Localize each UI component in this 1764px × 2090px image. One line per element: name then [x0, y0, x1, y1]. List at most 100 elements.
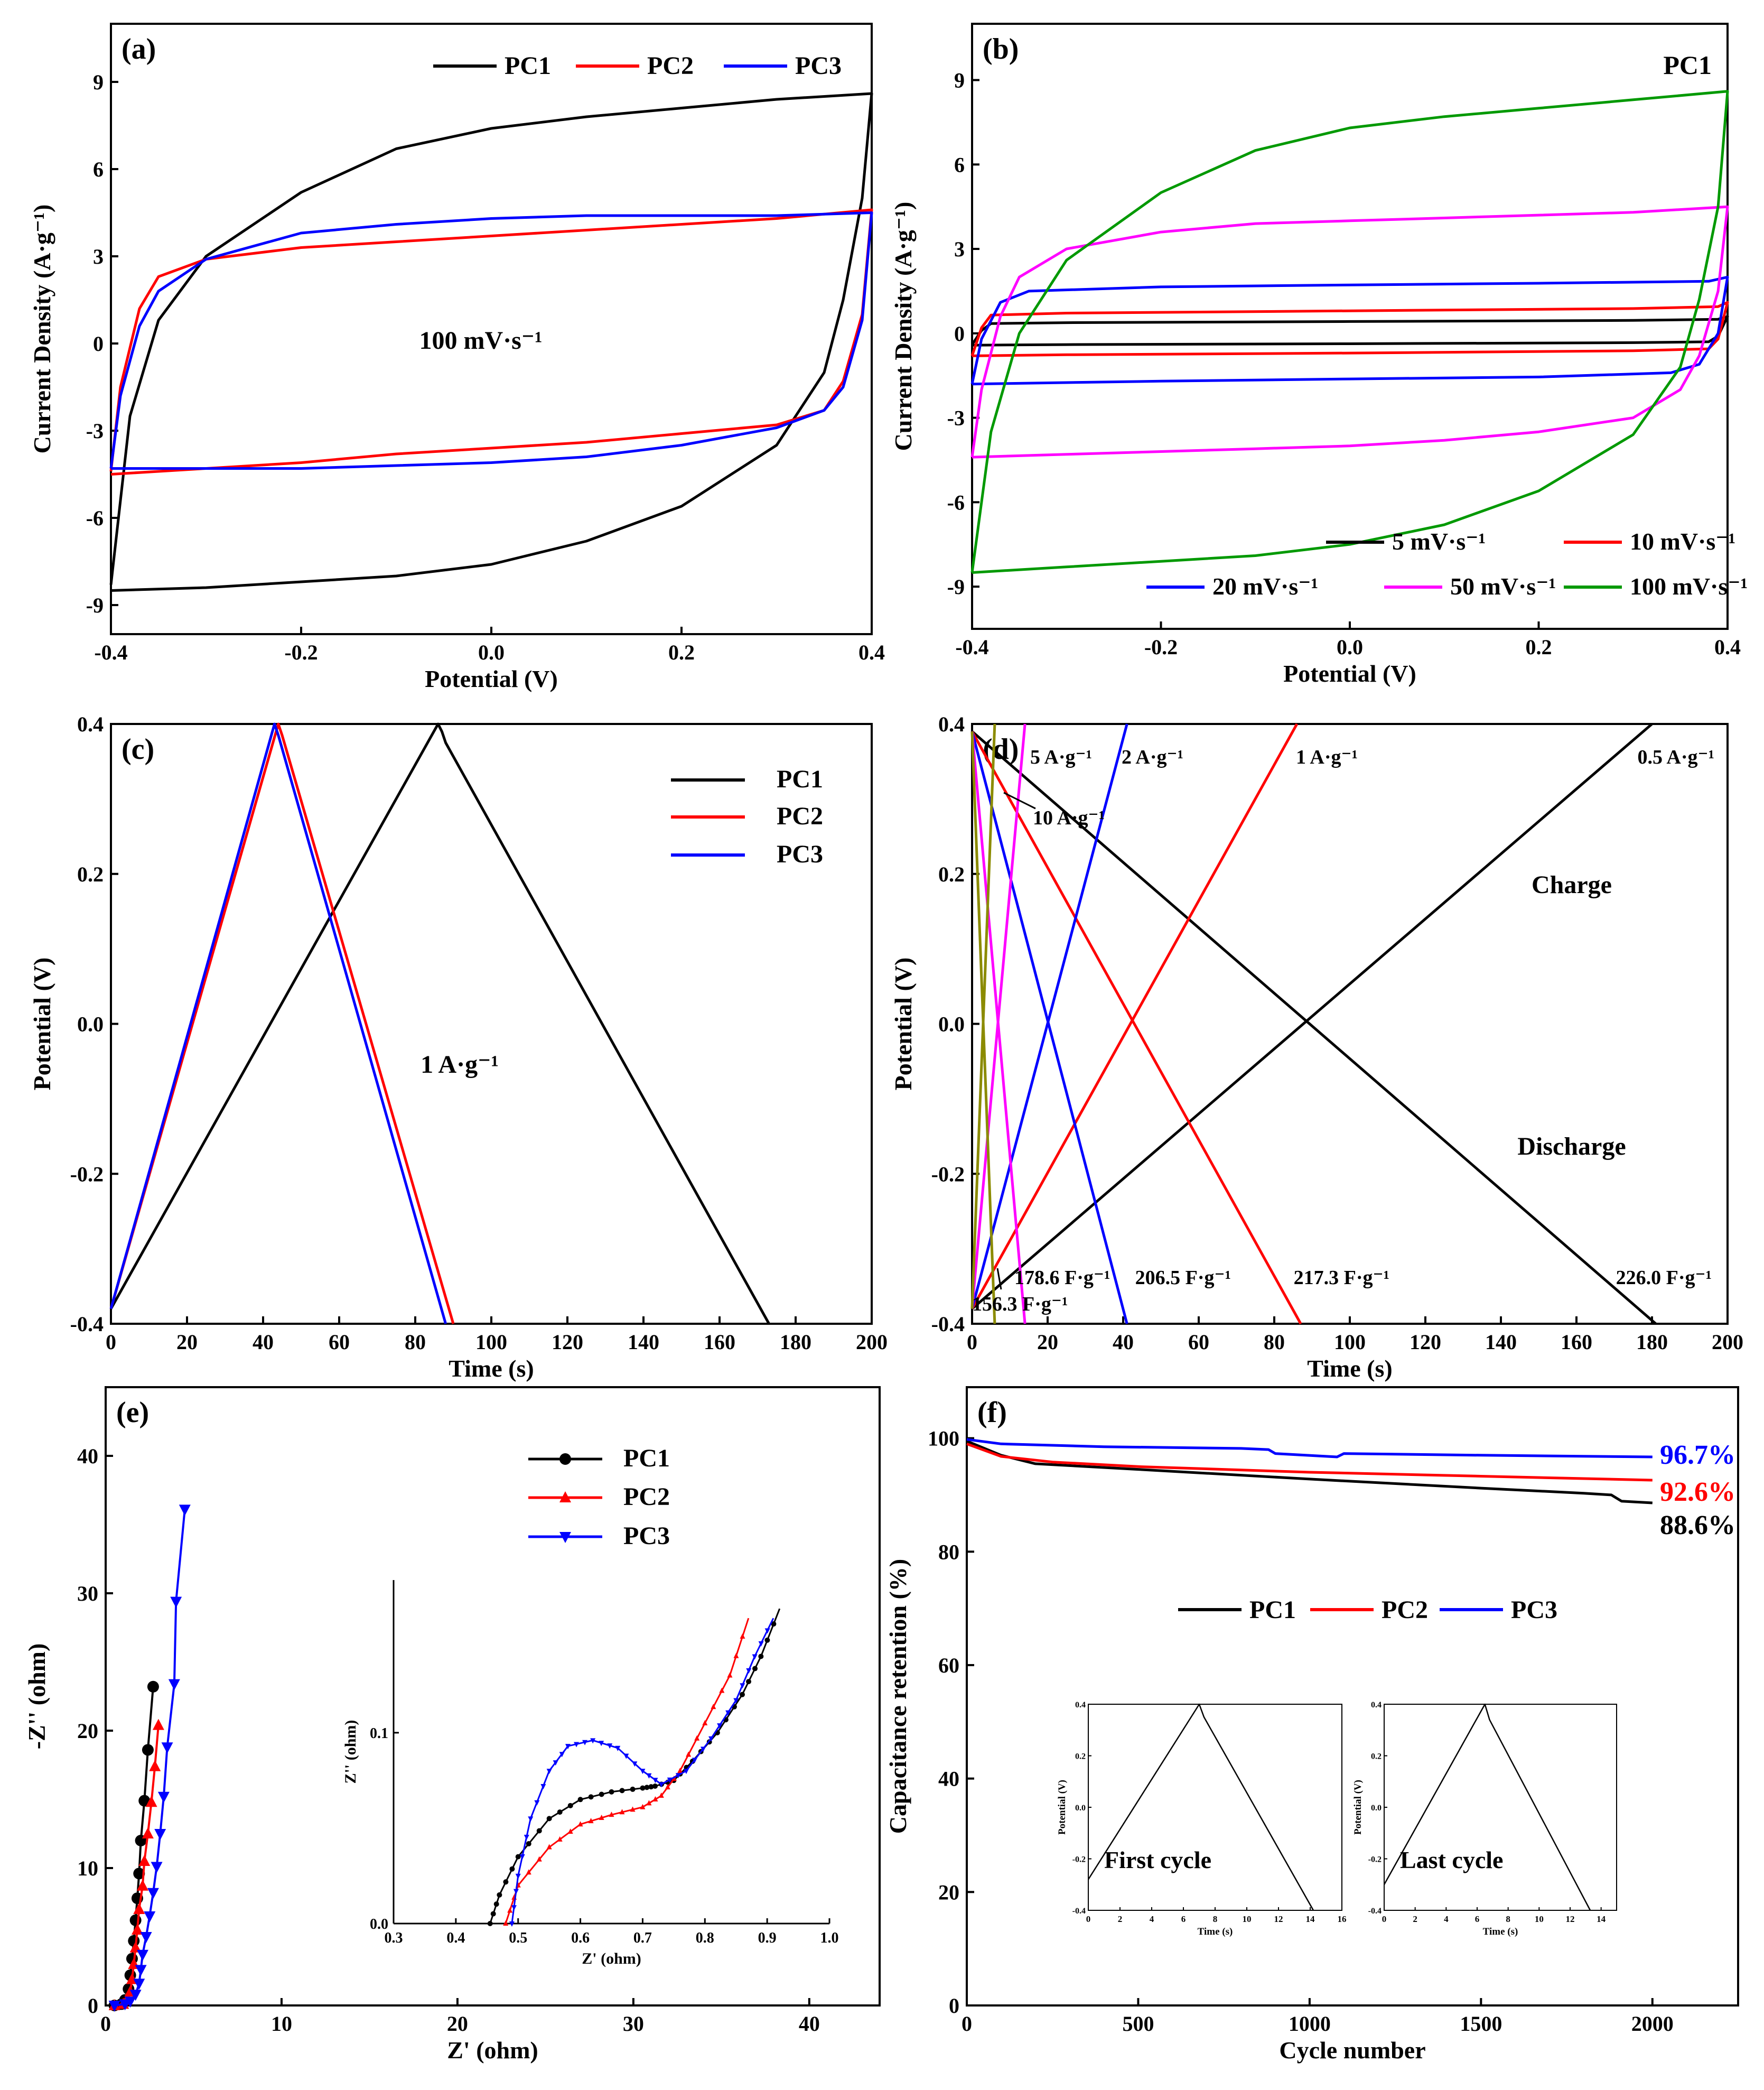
callout-line: [996, 1268, 1002, 1290]
inset-data-point: [692, 1758, 697, 1763]
series-line-pc3: [109, 722, 447, 1324]
inset-data-point: [764, 1637, 770, 1643]
legend-marker: [559, 1453, 571, 1465]
legend-label: PC3: [1511, 1596, 1557, 1624]
y-tick-label: 40: [938, 1767, 959, 1791]
legend-label: PC1: [505, 52, 551, 80]
inset-data-point: [599, 1814, 604, 1820]
inset-data-point: [675, 1773, 681, 1779]
y-tick-label: 0: [954, 322, 965, 346]
callout-line: [1003, 792, 1036, 810]
inset-data-point: [694, 1735, 700, 1741]
data-point: [157, 1791, 170, 1803]
inset-data-point: [567, 1803, 573, 1808]
legend-label: 50 mV·s⁻¹: [1450, 573, 1556, 600]
y-tick-label: 6: [954, 153, 965, 177]
y-tick-label: 0: [949, 1994, 959, 2018]
x-tick-label: -0.4: [955, 635, 988, 659]
rate-annotation: 1 A·g⁻¹: [421, 1051, 499, 1079]
legend-label: PC2: [623, 1483, 670, 1511]
x-tick-label: 180: [780, 1330, 811, 1354]
inset-data-point: [615, 1745, 621, 1751]
gcd-inset-2: 0 2 4 6 8 10 12 14 -0.4 -0.2 0.0 0.2 0.4 Time (s) Pote…: [1352, 1701, 1617, 1937]
legend-label: PC3: [777, 840, 823, 868]
x-tick-label: 120: [552, 1330, 583, 1354]
inset-data-point: [727, 1672, 733, 1678]
y-tick-label: 100: [928, 1427, 959, 1451]
data-point: [144, 1911, 156, 1922]
inset-y-tick-label: -0.2: [1368, 1855, 1382, 1864]
y-tick-label: -9: [86, 593, 104, 617]
capacitance-label: 226.0 F·g⁻¹: [1616, 1267, 1712, 1289]
inset-data-point: [733, 1652, 739, 1658]
inset-data-point: [683, 1769, 689, 1775]
x-tick-label: -0.2: [1144, 635, 1178, 659]
inset-data-point: [652, 1784, 658, 1789]
inset-x-tick-label: 10: [1535, 1914, 1544, 1924]
data-point: [145, 1796, 157, 1807]
x-tick-label: 30: [623, 2012, 644, 2036]
y-tick-label: 0: [88, 1994, 98, 2018]
inset-data-point: [632, 1761, 638, 1767]
inset-data-point: [536, 1856, 542, 1862]
inset-data-point: [559, 1752, 565, 1758]
data-point: [133, 1903, 145, 1914]
inset-data-point: [503, 1879, 509, 1885]
x-tick-label: 2000: [1631, 2012, 1674, 2036]
inset-data-point: [648, 1784, 654, 1790]
y-tick-label: 0.4: [938, 712, 965, 736]
capacitance-label: 178.6 F·g⁻¹: [1014, 1267, 1110, 1289]
x-tick-label: 200: [856, 1330, 888, 1354]
inset-data-point: [640, 1785, 646, 1791]
legend-label: 20 mV·s⁻¹: [1212, 573, 1318, 600]
y-tick-label: -6: [86, 506, 104, 530]
series-line-7: [970, 731, 1026, 1324]
inset-data-point: [708, 1736, 714, 1742]
data-point: [136, 1949, 148, 1961]
x-tick-label: 20: [447, 2012, 468, 2036]
inset-data-point: [733, 1698, 739, 1704]
data-point: [129, 1990, 142, 2001]
inset-y-tick-label: -0.2: [1072, 1855, 1086, 1864]
inset-x-tick-label: 0.4: [446, 1930, 465, 1946]
panel-c: 0 20 40 60 80 100 120 140 160 180 200 -0.4 -0.2 0.0 0.…: [29, 712, 888, 1382]
inset-data-point: [567, 1828, 573, 1834]
inset-data-point: [658, 1782, 664, 1788]
inset-data-point: [652, 1778, 658, 1784]
y-tick-label: 0: [93, 332, 104, 356]
inset-x-tick-label: 2: [1413, 1914, 1417, 1924]
data-point: [136, 1879, 148, 1891]
data-point: [135, 1965, 147, 1976]
data-point: [131, 1924, 143, 1935]
y-tick-label: 9: [93, 70, 104, 94]
inset-data-point: [658, 1792, 664, 1798]
inset-data-point: [577, 1797, 583, 1803]
data-point: [129, 1914, 142, 1926]
inset-x-tick-label: 14: [1597, 1914, 1606, 1924]
retention-end-label: 88.6%: [1660, 1510, 1735, 1540]
x-tick-label: 0.2: [668, 640, 695, 664]
y-tick-label: 0.0: [938, 1013, 965, 1036]
inset-data-point: [507, 1907, 513, 1913]
y-tick-label: -3: [86, 419, 104, 443]
series-line-4: [970, 90, 1729, 574]
data-point: [170, 1596, 182, 1608]
discharge-label: Discharge: [1517, 1132, 1626, 1160]
inset-data-point: [509, 1866, 515, 1872]
y-tick-label: 40: [77, 1444, 98, 1468]
legend-label: PC1: [777, 765, 823, 793]
inset-title: Last cycle: [1400, 1846, 1503, 1873]
inset-x-tick-label: 1.0: [820, 1930, 839, 1946]
inset-data-point: [652, 1796, 658, 1801]
inset-data-point: [565, 1744, 571, 1750]
inset-y-tick-label: -0.4: [1072, 1907, 1086, 1916]
inset-y-tick-label: 0.2: [1371, 1752, 1382, 1761]
series-line-pc2: [966, 1442, 1653, 1482]
inset-x-tick-label: 14: [1306, 1914, 1315, 1924]
x-tick-label: 60: [1188, 1330, 1209, 1354]
charge-label: Charge: [1532, 871, 1612, 899]
inset-x-tick-label: 0.6: [571, 1930, 590, 1946]
inset-data-point: [590, 1738, 596, 1744]
series-line-9: [970, 731, 996, 1324]
x-tick-label: 140: [1485, 1330, 1517, 1354]
